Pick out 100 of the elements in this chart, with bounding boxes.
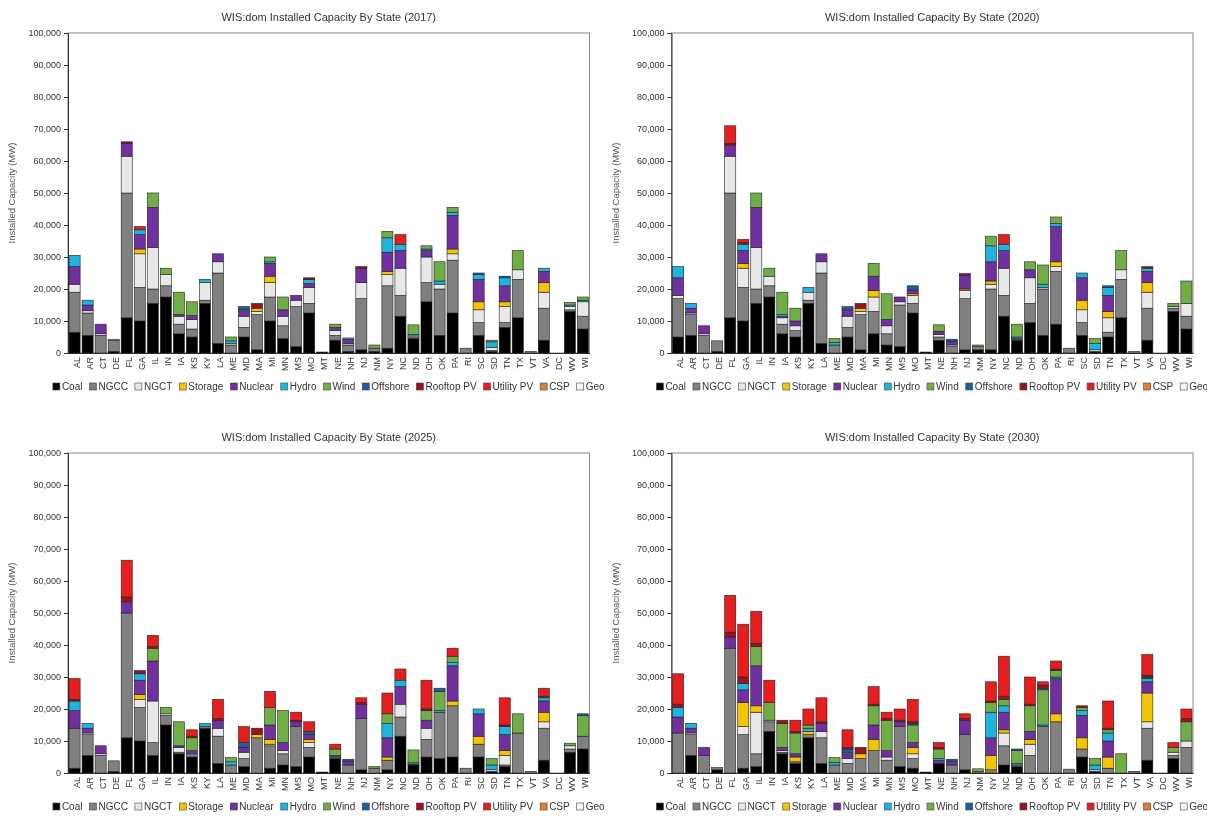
x-tick-label: SC [1079,776,1090,790]
legend-label: Utility PV [1096,381,1137,392]
x-tick-label: NC [1001,776,1012,790]
legend-label: Nuclear [842,381,878,392]
x-tick-label: MA [254,357,265,371]
x-tick-label: GA [740,777,751,791]
x-tick-label: ND [1014,356,1025,370]
chart-title: WIS:dom Installed Capacity By State (2025) [221,431,437,443]
x-tick-label: IA [176,357,187,366]
legend-label: CSP [1152,801,1174,812]
x-tick-label: WV [567,357,578,372]
y-tick-label: 60,000 [33,156,61,167]
x-tick-label: CT [97,356,108,369]
chart-title: WIS:dom Installed Capacity By State (2017) [221,11,437,23]
x-tick-label: MN [883,357,894,371]
x-tick-label: IN [766,777,777,786]
x-tick-label: MO [909,777,920,792]
x-tick-label: MN [883,777,894,791]
x-tick-label: IL [150,777,161,785]
legend-label: Nuclear [842,801,878,812]
y-tick-label: 80,000 [33,512,61,523]
legend-label: Nuclear [239,381,275,392]
x-tick-label: NH [949,777,960,790]
legend-label: Wind [332,801,356,812]
x-tick-label: ME [831,357,842,371]
x-tick-label: KS [189,357,200,370]
x-tick-label: PA [449,357,460,369]
x-tick-label: FL [727,357,738,368]
x-tick-label: LA [818,777,829,789]
y-tick-label: 60,000 [33,576,61,587]
x-tick-label: AR [688,356,699,370]
x-tick-label: NH [949,357,960,370]
x-tick-label: MN [280,357,291,371]
x-tick-label: TN [1105,777,1116,789]
y-tick-label: 90,000 [33,480,61,491]
x-tick-label: GA [740,357,751,371]
legend-label: Utility PV [1096,801,1137,812]
x-tick-label: NY [384,357,395,370]
x-tick-label: NE [332,777,343,790]
y-tick-label: 70,000 [636,124,665,135]
x-tick-label: NM [371,777,382,791]
legend-label: NGCC [98,381,128,392]
x-tick-label: RI [462,357,473,366]
x-tick-label: SC [475,776,486,790]
x-tick-label: IN [163,357,174,366]
x-tick-label: DC [1157,776,1168,790]
x-tick-label: NE [332,357,343,370]
x-tick-label: PA [1053,357,1064,369]
y-tick-label: 40,000 [636,220,665,231]
x-tick-label: VA [541,777,552,789]
x-tick-label: ME [228,777,239,791]
x-tick-label: SC [1079,356,1090,370]
x-tick-label: NC [1001,356,1012,370]
y-tick-label: 50,000 [636,188,665,199]
x-tick-label: TX [515,777,525,789]
x-tick-label: NM [975,777,986,791]
x-tick-label: MD [844,776,855,791]
x-tick-label: TX [1118,357,1129,369]
x-tick-label: DE [714,357,725,370]
x-tick-label: NJ [358,777,369,788]
y-tick-label: 20,000 [636,284,665,295]
x-tick-label: WV [1170,357,1181,372]
legend-label: Geo [1189,381,1207,392]
x-tick-label: KY [202,357,213,370]
x-tick-label: SD [488,356,499,370]
y-tick-label: 100,000 [28,448,61,459]
x-tick-label: KS [189,777,200,790]
y-tick-label: 80,000 [636,512,665,523]
legend-label: CSP [549,801,571,812]
x-tick-label: NC [397,776,408,790]
legend-label: NGCC [701,801,732,812]
y-tick-label: 30,000 [636,672,665,683]
x-tick-label: KY [805,777,816,790]
y-tick-label: 0 [55,348,61,359]
x-tick-label: GA [137,357,148,371]
x-tick-label: MS [896,357,907,371]
y-tick-label: 100,000 [28,28,61,39]
x-tick-label: AL [675,357,686,369]
legend-label: Hydro [893,801,921,812]
x-tick-label: AR [688,776,699,790]
x-tick-label: MO [306,777,317,792]
x-tick-label: KS [792,357,803,370]
x-tick-label: OH [1027,357,1038,371]
x-tick-label: ND [410,776,421,790]
x-tick-label: NM [975,357,986,371]
x-tick-label: MA [857,777,868,791]
legend-label: Hydro [893,381,921,392]
x-tick-label: SD [1092,776,1103,790]
y-tick-label: 0 [55,768,61,779]
x-tick-label: MD [241,356,252,371]
x-tick-label: NY [988,357,999,370]
x-tick-label: MT [319,776,330,790]
x-tick-label: IL [753,777,764,785]
y-tick-label: 10,000 [33,736,61,747]
legend-label: Utility PV [492,801,534,812]
legend-label: Offshore [371,801,410,812]
y-tick-label: 70,000 [33,124,61,135]
x-tick-label: TN [501,357,512,369]
x-tick-label: SC [475,356,486,370]
x-tick-label: LA [215,777,226,789]
